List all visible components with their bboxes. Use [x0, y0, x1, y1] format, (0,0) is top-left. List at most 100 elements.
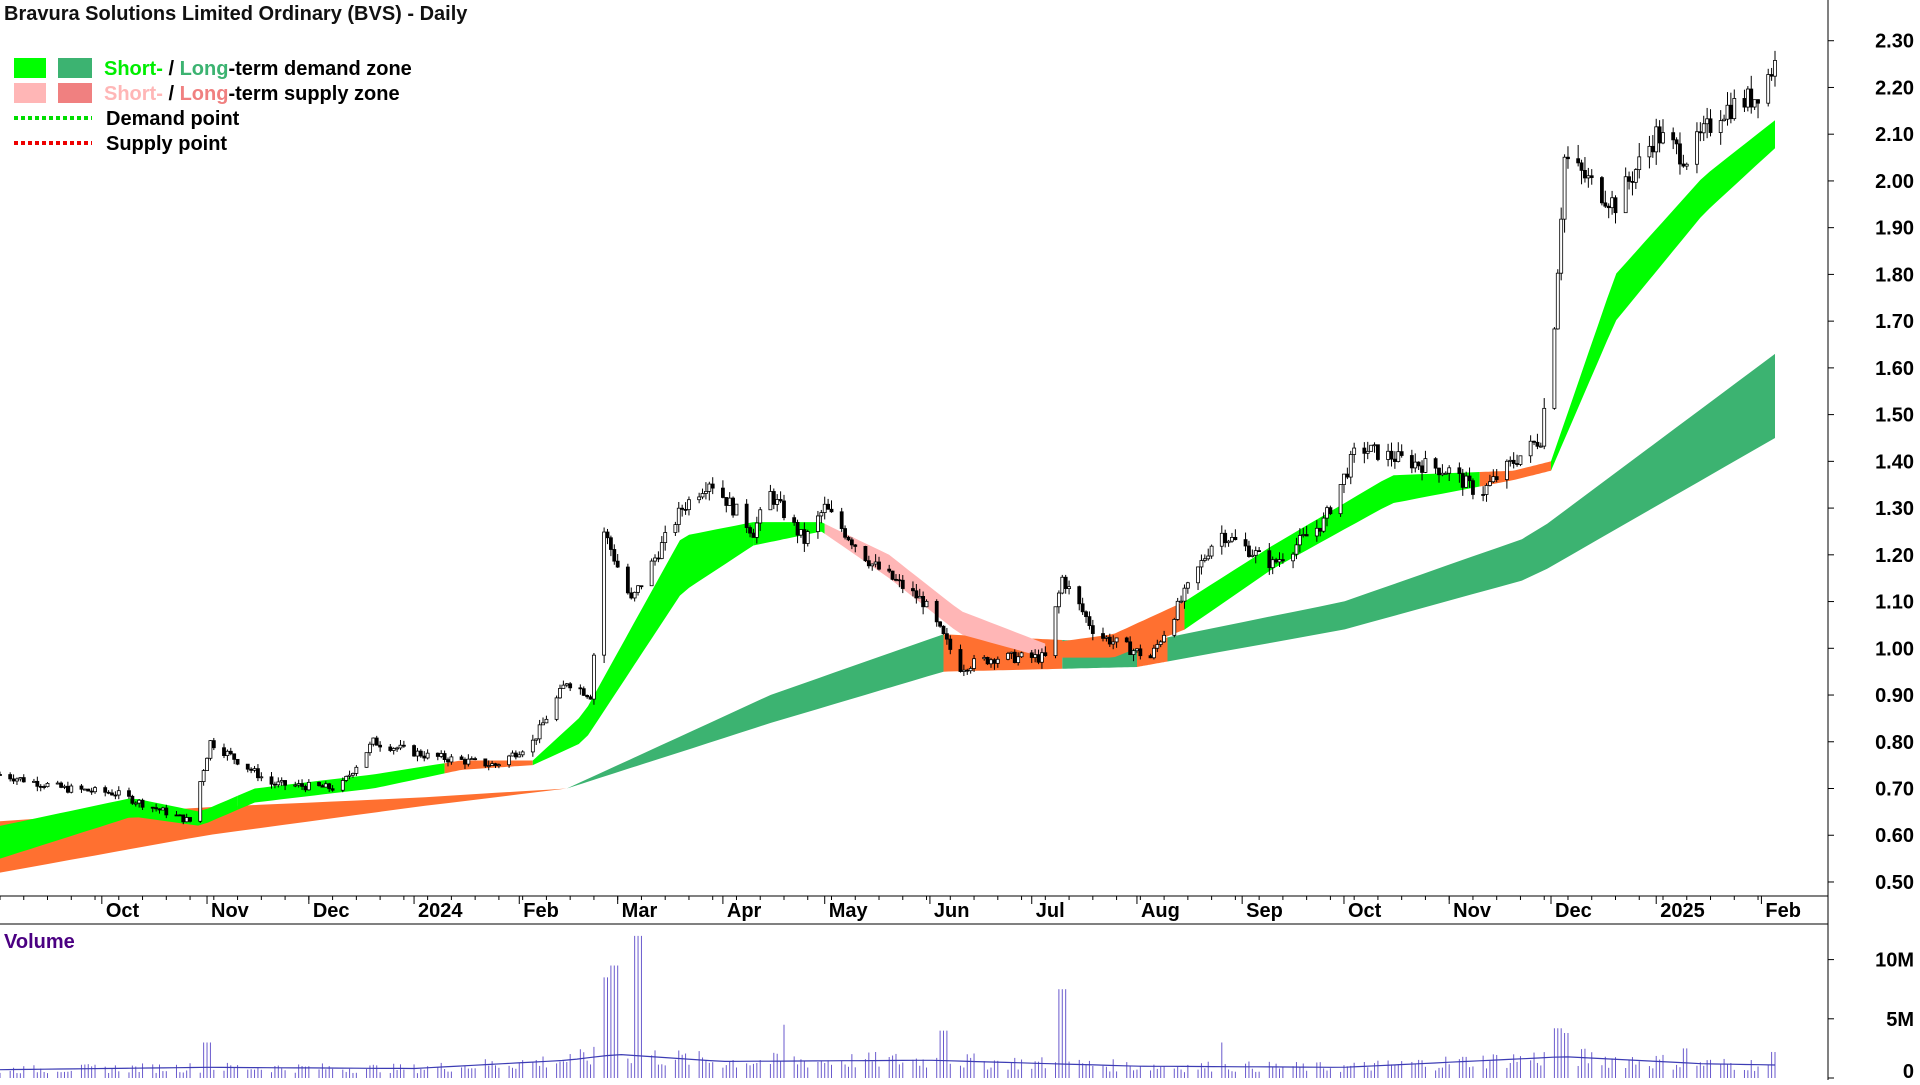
candle-body — [510, 752, 515, 757]
candle-body — [323, 783, 328, 788]
candle — [771, 488, 776, 510]
candle-body — [778, 499, 783, 502]
candle — [351, 772, 355, 778]
candle — [1291, 551, 1295, 569]
candle-body — [303, 785, 308, 791]
candle-body — [934, 600, 939, 623]
candle-body — [1389, 450, 1394, 460]
legend-label-part: / — [163, 58, 180, 80]
legend-label-part: -term supply zone — [228, 83, 399, 105]
candle-body — [493, 763, 498, 766]
candle — [188, 817, 192, 823]
candle-body — [608, 537, 613, 550]
candle — [368, 741, 372, 756]
candle-body — [843, 528, 847, 538]
candle — [1158, 640, 1163, 648]
candle-body — [222, 747, 226, 756]
candle-body — [344, 775, 349, 781]
candle-body — [1036, 654, 1041, 663]
candle — [1637, 143, 1642, 179]
candle-body — [283, 780, 287, 786]
candle — [1457, 462, 1462, 483]
candle — [985, 656, 990, 666]
candle — [748, 525, 752, 538]
candle — [133, 801, 138, 807]
candle — [517, 751, 522, 758]
volume-average-line — [0, 1053, 1776, 1071]
candle — [1552, 327, 1557, 410]
candle-body — [731, 497, 735, 516]
candle-body — [177, 814, 182, 817]
candle-body — [65, 785, 70, 793]
candle — [378, 741, 383, 752]
candle — [1182, 584, 1187, 609]
candle-body — [1552, 328, 1557, 409]
candle — [1603, 190, 1608, 208]
candle-body — [853, 544, 858, 547]
candle-body — [1447, 467, 1452, 474]
candle-body — [306, 781, 311, 791]
candle — [259, 772, 264, 782]
candle-body — [816, 515, 820, 532]
candle — [866, 555, 871, 569]
candle-body — [412, 745, 416, 757]
candle-body — [354, 766, 359, 774]
candle — [605, 528, 610, 545]
candle — [306, 779, 311, 791]
x-tick-label: May — [829, 900, 869, 922]
candle-body — [1325, 507, 1329, 519]
candle — [201, 769, 206, 786]
candle-body — [1365, 450, 1370, 454]
candle — [1090, 619, 1095, 641]
candle-body — [113, 794, 118, 797]
y-tick-label: 1.00 — [1875, 638, 1914, 660]
candle-body — [771, 491, 776, 505]
y-tick-label: 1.70 — [1875, 311, 1914, 333]
candle — [347, 770, 352, 780]
candle-body — [1538, 445, 1543, 448]
candle-body — [1219, 532, 1224, 547]
candle-body — [1270, 559, 1275, 569]
candle-body — [45, 782, 50, 788]
candle — [330, 785, 335, 792]
candle-body — [497, 764, 501, 767]
candle — [1538, 442, 1543, 448]
candle-body — [55, 782, 60, 785]
candle — [1233, 529, 1238, 541]
candle-body — [1504, 460, 1509, 480]
x-tick-label: Aug — [1141, 900, 1180, 922]
candle — [0, 771, 2, 776]
candle-body — [829, 508, 834, 513]
candle — [391, 747, 396, 755]
candle-body — [327, 783, 332, 790]
candle — [1433, 457, 1438, 474]
candle-body — [1297, 535, 1302, 546]
candle-body — [1274, 559, 1278, 563]
candle — [1528, 435, 1533, 463]
candle-body — [422, 755, 427, 759]
candle — [890, 570, 895, 581]
candle-body — [995, 658, 1000, 664]
candle-body — [805, 531, 810, 544]
candle — [995, 656, 1000, 668]
candle — [1437, 467, 1441, 483]
candle — [1179, 595, 1183, 604]
candle — [1016, 652, 1021, 666]
candle — [592, 652, 596, 705]
y-tick-label: 0.80 — [1875, 732, 1914, 754]
candle-body — [1392, 458, 1397, 462]
candle-body — [1684, 163, 1689, 167]
candle — [93, 786, 97, 794]
long-term-demand-zone-5 — [1167, 353, 1775, 662]
candle — [198, 781, 203, 824]
candle — [1304, 525, 1309, 537]
y-tick-label: 1.60 — [1875, 358, 1914, 380]
volume-tick-label: 0 — [1903, 1061, 1914, 1080]
candle-body — [1409, 455, 1414, 469]
candle-body — [82, 788, 87, 791]
candle-body — [1376, 444, 1380, 460]
candle-body — [1131, 650, 1136, 655]
candle-body — [1728, 104, 1733, 120]
candle-body — [568, 683, 573, 689]
candle-body — [1722, 118, 1726, 122]
